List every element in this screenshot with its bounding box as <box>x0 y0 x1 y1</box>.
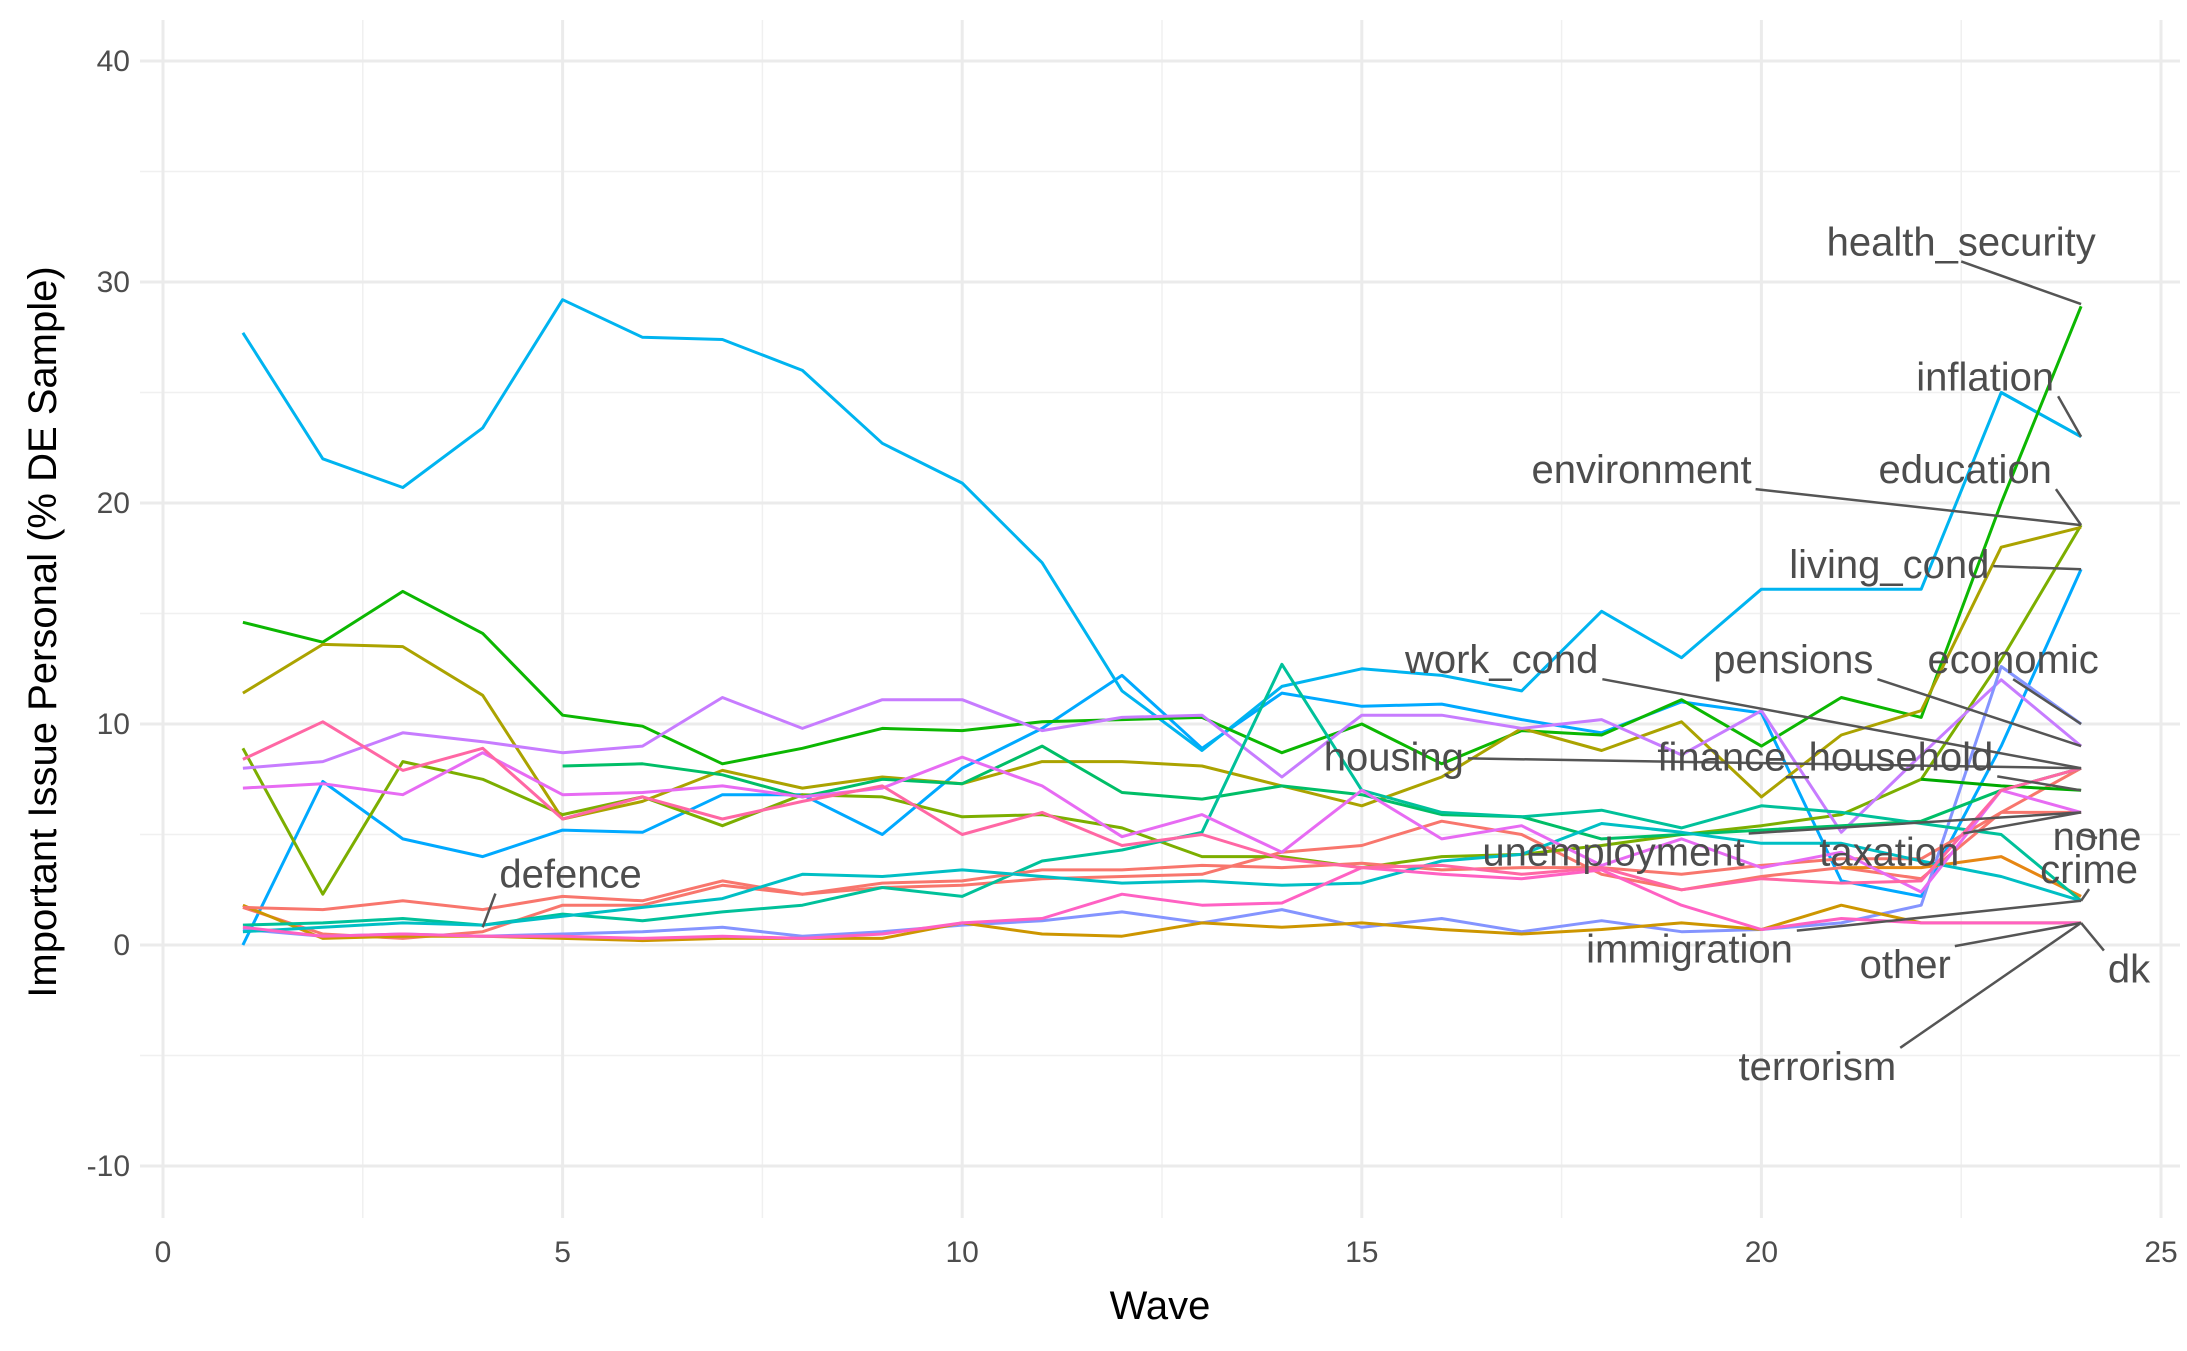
series-label-work_cond: work_cond <box>1404 638 1598 682</box>
series-label-housing: housing <box>1324 735 1464 779</box>
leader-line-housing <box>1467 757 2082 770</box>
series-label-terrorism: terrorism <box>1738 1045 1896 1089</box>
x-tick-label: 5 <box>554 1236 571 1269</box>
series-line-terrorism <box>242 720 2082 892</box>
leader-line-taxation <box>1963 811 2082 835</box>
leader-line-education <box>2054 488 2083 526</box>
leader-line-unemployment <box>1748 811 2082 835</box>
leader-line-living_cond <box>1993 564 2082 571</box>
leader-line-inflation <box>2057 395 2083 438</box>
series-line-pensions <box>242 678 2083 834</box>
leader-line-crime <box>2080 888 2091 902</box>
series-label-living_cond: living_cond <box>1789 543 1989 587</box>
series-line-extra <box>242 766 2082 940</box>
series-line-other <box>242 866 2082 940</box>
leader-line-other <box>1954 921 2082 948</box>
y-tick-label: 30 <box>97 266 130 299</box>
y-axis-ticks: -10 0 10 20 30 40 <box>87 45 130 1183</box>
series-label-taxation: taxation <box>1819 830 1959 874</box>
series-labels: health_security inflation environment educa… <box>499 220 2151 1088</box>
leader-line-health_security <box>1960 260 2082 306</box>
leader-line-environment <box>1755 487 2082 527</box>
y-tick-label: 40 <box>97 45 130 78</box>
leader-line-economic <box>2012 678 2082 726</box>
label-leader-lines <box>481 260 2105 1049</box>
x-tick-label: 0 <box>155 1236 172 1269</box>
series-label-other: other <box>1860 943 1951 987</box>
y-tick-label: 20 <box>97 487 130 520</box>
series-label-inflation: inflation <box>1916 355 2054 399</box>
leader-line-defence <box>481 893 497 928</box>
series-label-environment: environment <box>1531 448 1751 492</box>
x-tick-label: 20 <box>1745 1236 1778 1269</box>
x-tick-label: 15 <box>1345 1236 1378 1269</box>
series-label-finance_household: finance_household <box>1657 735 1993 779</box>
leader-line-finance_household <box>1997 775 2082 792</box>
series-label-health_security: health_security <box>1827 220 2096 264</box>
series-line-extra <box>241 568 2083 946</box>
series-lines <box>241 298 2083 946</box>
y-tick-label: -10 <box>87 1150 130 1183</box>
leader-line-pensions <box>1877 677 2082 748</box>
series-label-unemployment: unemployment <box>1482 830 1744 874</box>
series-line-environment <box>241 298 2082 752</box>
series-label-economic: economic <box>1928 638 2099 682</box>
x-tick-label: 10 <box>946 1236 979 1269</box>
series-label-education: education <box>1878 448 2051 492</box>
x-tick-label: 25 <box>2144 1236 2177 1269</box>
series-line-living_cond <box>242 305 2083 766</box>
series-label-none: none <box>2053 815 2142 859</box>
series-line-work_cond <box>242 525 2082 821</box>
leader-line-immigration <box>1796 899 2082 932</box>
leader-line-work_cond <box>1602 677 2082 770</box>
leader-line-none <box>2080 833 2098 840</box>
series-label-dk: dk <box>2108 948 2151 992</box>
series-label-immigration: immigration <box>1586 928 1793 972</box>
x-axis-ticks: 0 5 10 15 20 25 <box>155 1236 2178 1269</box>
series-line-finance_household <box>1921 777 2082 792</box>
y-tick-label: 10 <box>97 708 130 741</box>
series-label-defence: defence <box>499 853 641 897</box>
x-axis-title: Wave <box>1110 1284 1211 1328</box>
series-line-unemployment <box>242 903 2082 943</box>
series-line-taxation <box>1841 855 2082 898</box>
series-label-pensions: pensions <box>1713 638 1873 682</box>
series-line-immigration <box>242 822 2082 934</box>
series-line-dk <box>242 751 2082 894</box>
y-axis-title: Important Issue Personal (% DE Sample) <box>21 266 65 997</box>
leader-line-terrorism <box>1899 921 2082 1049</box>
y-tick-label: 0 <box>113 929 130 962</box>
leader-line-dk <box>2080 922 2105 952</box>
series-label-crime: crime <box>2040 848 2138 892</box>
